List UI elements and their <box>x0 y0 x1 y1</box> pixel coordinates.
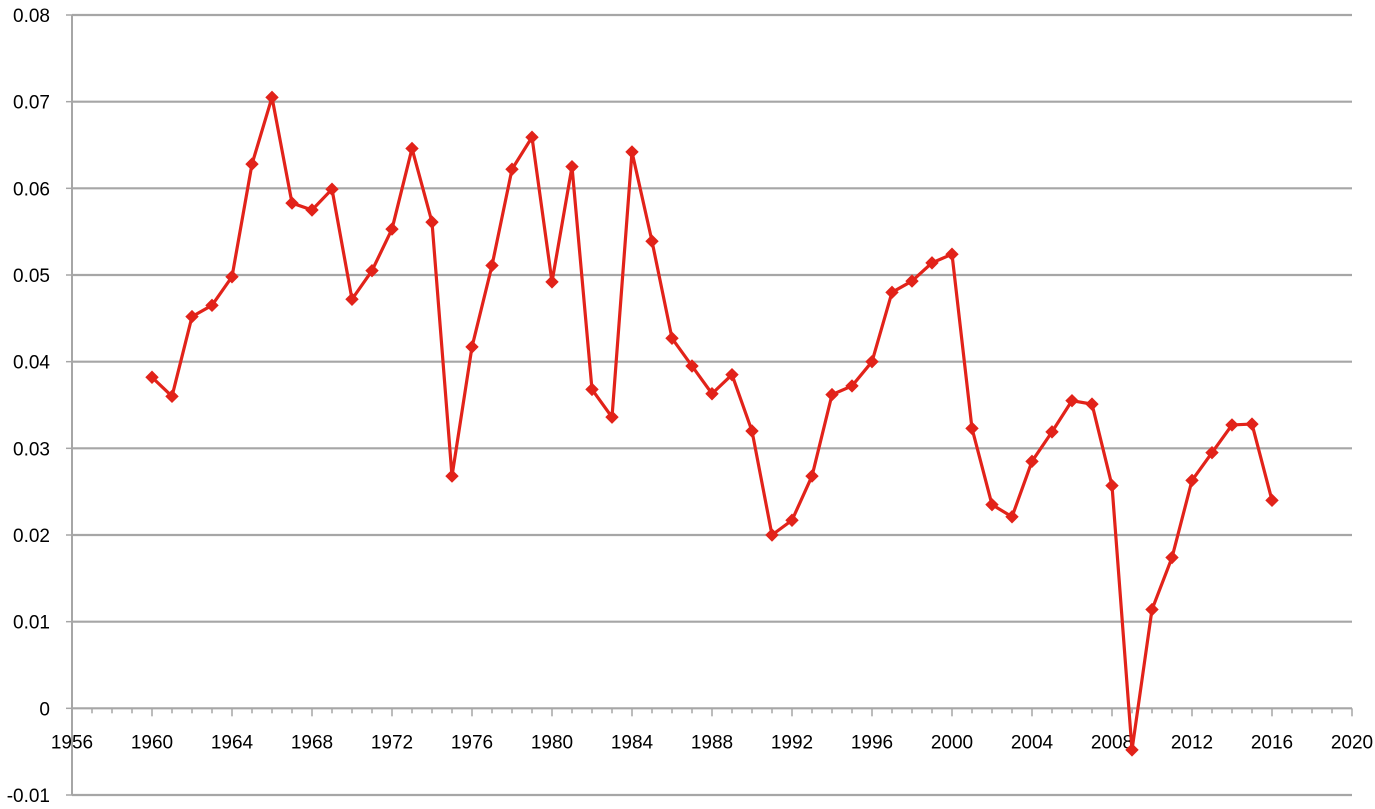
data-point-marker <box>1025 454 1039 469</box>
x-tick-label: 1984 <box>611 732 654 753</box>
data-point-marker <box>285 196 299 210</box>
data-point-marker <box>565 159 579 174</box>
data-point-marker <box>785 513 799 527</box>
data-point-marker <box>245 157 259 171</box>
y-tick-label: 0 <box>39 699 50 720</box>
data-point-marker <box>1005 510 1019 524</box>
x-tick-label: 2004 <box>1011 732 1054 753</box>
data-point-marker <box>665 331 679 345</box>
data-point-marker <box>1045 425 1059 439</box>
data-point-marker <box>505 162 519 176</box>
y-tick-label: 0.02 <box>13 526 50 547</box>
y-tick-label: 0.05 <box>13 266 50 287</box>
data-point-marker <box>465 340 479 354</box>
x-tick-label: 1996 <box>851 732 893 753</box>
data-point-marker <box>425 215 439 229</box>
data-point-marker <box>525 130 539 144</box>
data-point-marker <box>345 292 359 306</box>
x-axis-tick-labels: 1956 1960 1964 1968 1972 1976 1980 1984 1988 1992… <box>51 732 1373 753</box>
x-tick-label: 1968 <box>291 732 333 753</box>
x-tick-label: 1960 <box>131 732 173 753</box>
data-point-marker <box>885 285 899 300</box>
axes <box>66 14 1353 796</box>
x-tick-label: 1964 <box>211 732 254 753</box>
data-point-marker <box>1265 493 1279 508</box>
data-point-marker <box>765 528 779 542</box>
y-axis-tick-labels: -0.01 0 0.01 0.02 0.03 0.04 0.05 0.06 0.07 0.08 <box>7 6 51 807</box>
data-point-marker <box>545 275 559 289</box>
data-point-marker <box>585 382 599 397</box>
data-point-marker <box>1165 550 1179 565</box>
data-point-marker <box>925 256 939 270</box>
y-tick-label: 0.08 <box>13 6 50 27</box>
data-point-marker <box>385 222 399 236</box>
data-point-marker <box>725 367 739 382</box>
y-tick-label: 0.03 <box>13 439 50 460</box>
data-point-marker <box>445 469 459 483</box>
data-point-marker <box>1205 445 1219 460</box>
x-tick-label: 1980 <box>531 732 573 753</box>
y-tick-label: 0.06 <box>13 179 50 200</box>
x-tick-label: 1992 <box>771 732 813 753</box>
y-tick-label: 0.07 <box>13 93 50 114</box>
x-tick-label: 1972 <box>371 732 413 753</box>
x-tick-label: 2016 <box>1251 732 1293 753</box>
data-point-marker <box>805 469 819 483</box>
gridlines <box>72 13 1352 797</box>
data-point-marker <box>1105 478 1119 493</box>
y-tick-label: 0.01 <box>13 613 50 634</box>
data-point-marker <box>1185 473 1199 488</box>
data-point-marker <box>685 359 699 373</box>
y-tick-label: -0.01 <box>7 786 50 807</box>
data-point-marker <box>225 270 239 284</box>
data-point-marker <box>205 298 219 313</box>
data-point-marker <box>185 309 199 324</box>
data-point-marker <box>1225 418 1239 432</box>
data-point-marker <box>265 90 279 105</box>
data-point-marker <box>165 389 179 404</box>
data-point-marker <box>905 274 919 288</box>
data-point-marker <box>705 387 719 401</box>
data-point-marker <box>305 203 319 217</box>
data-point-marker <box>625 145 639 159</box>
data-point-marker <box>645 234 659 248</box>
x-tick-label: 1956 <box>51 732 93 753</box>
data-point-marker <box>825 387 839 402</box>
data-point-marker <box>1245 417 1259 431</box>
x-tick-label: 2012 <box>1171 732 1213 753</box>
data-point-marker <box>745 424 759 438</box>
data-point-marker <box>1065 393 1079 408</box>
data-point-marker <box>145 370 159 384</box>
data-point-marker <box>945 247 959 261</box>
data-point-marker <box>1085 397 1099 411</box>
data-point-marker <box>1145 602 1159 617</box>
series-group <box>145 90 1279 757</box>
data-point-marker <box>845 379 859 393</box>
data-point-marker <box>865 354 879 369</box>
data-point-marker <box>965 421 979 436</box>
series-line <box>150 95 1274 752</box>
x-tick-label: 2000 <box>931 732 973 753</box>
y-tick-label: 0.04 <box>13 353 50 374</box>
data-point-marker <box>405 141 419 156</box>
x-tick-label: 2008 <box>1091 732 1133 753</box>
x-tick-label: 1976 <box>451 732 493 753</box>
data-point-marker <box>365 263 379 278</box>
x-tick-label: 2020 <box>1331 732 1373 753</box>
data-point-marker <box>1125 743 1139 757</box>
data-point-marker <box>605 410 619 424</box>
data-point-marker <box>985 497 999 512</box>
data-point-marker <box>325 182 339 196</box>
x-tick-label: 1988 <box>691 732 733 753</box>
data-point-marker <box>485 258 499 273</box>
